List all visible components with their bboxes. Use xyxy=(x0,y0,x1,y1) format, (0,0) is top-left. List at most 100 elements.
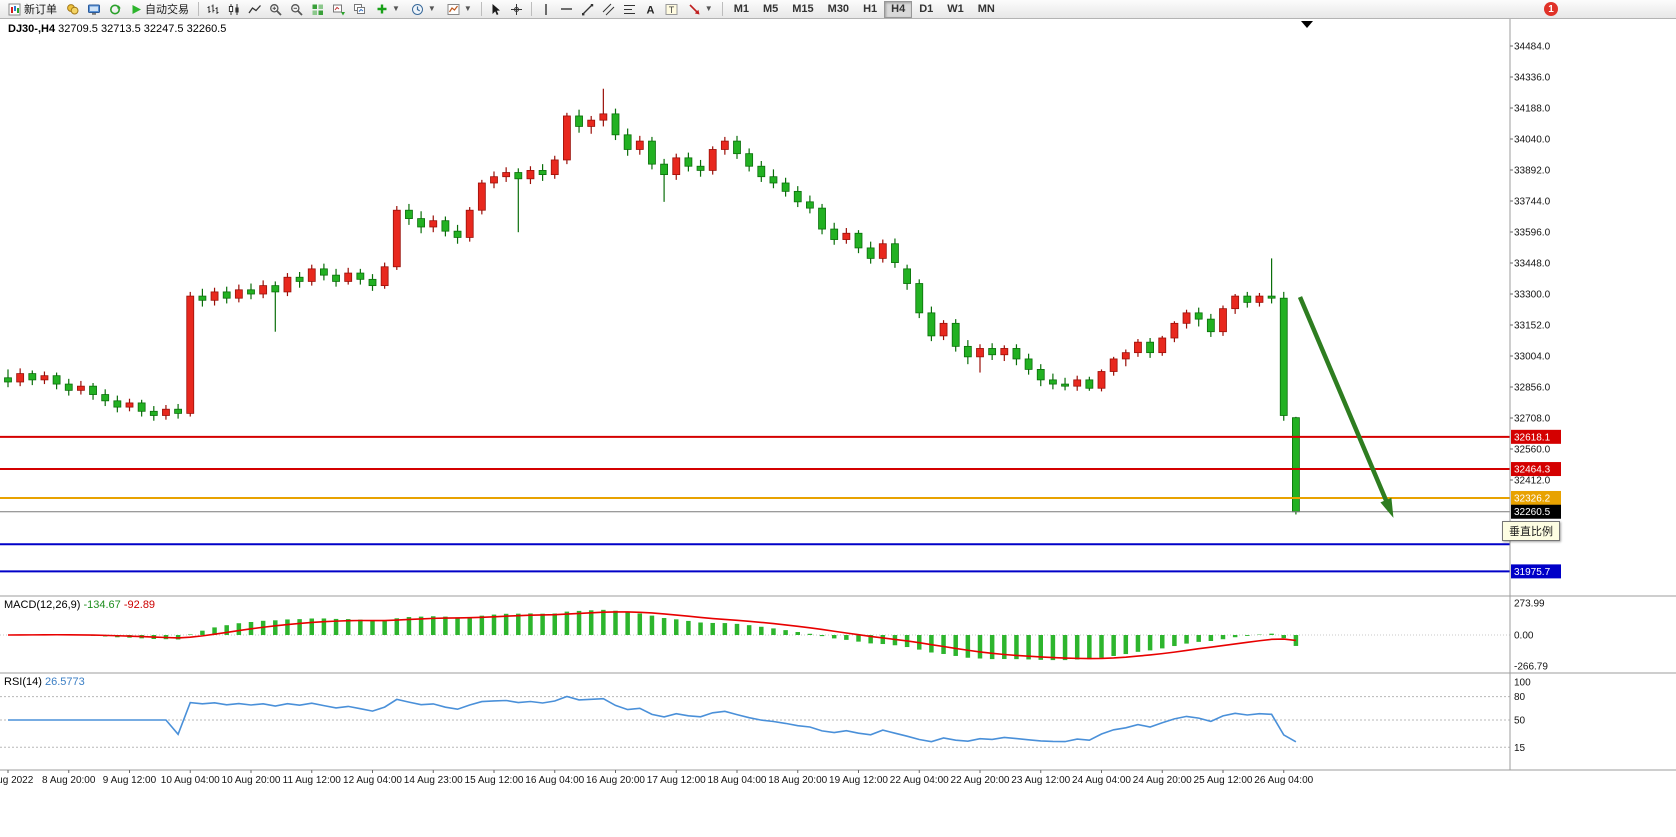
candle xyxy=(137,399,146,417)
candle xyxy=(1012,344,1021,366)
candle xyxy=(1292,416,1300,515)
candle-body xyxy=(1073,379,1082,387)
macd-signal-value: -92.89 xyxy=(123,599,156,611)
notification-badge[interactable]: 1 xyxy=(1544,2,1558,16)
svg-text:32326.2: 32326.2 xyxy=(1514,493,1551,504)
time-axis-label: 23 Aug 12:00 xyxy=(1011,775,1070,786)
candle xyxy=(1085,376,1094,391)
horizontal-line-icon[interactable] xyxy=(557,1,577,18)
time-axis-label: 18 Aug 20:00 xyxy=(768,775,827,786)
candle xyxy=(1267,258,1276,304)
shapes-button[interactable]: ▼ xyxy=(683,1,718,18)
candlestick-icon[interactable] xyxy=(224,1,244,18)
candle xyxy=(502,167,511,182)
time-axis-label: 22 Aug 04:00 xyxy=(890,775,949,786)
zoom-in-icon[interactable] xyxy=(266,1,286,18)
template-button[interactable]: ▼ xyxy=(442,1,477,18)
candle xyxy=(368,274,377,291)
timeframe-m1[interactable]: M1 xyxy=(733,3,749,15)
candle-body xyxy=(1061,383,1069,387)
candle-body xyxy=(830,228,839,240)
add-indicator-icon xyxy=(376,3,388,15)
channel-icon[interactable] xyxy=(599,1,619,18)
arrange-windows-icon[interactable] xyxy=(329,1,349,18)
candle xyxy=(40,371,49,385)
timeframe-h1[interactable]: H1 xyxy=(863,3,878,15)
candle xyxy=(976,344,984,373)
time-axis-label: 14 Aug 23:00 xyxy=(404,775,463,786)
cascade-windows-icon[interactable] xyxy=(350,1,370,18)
candle xyxy=(174,403,183,419)
auto-trading-button[interactable]: 自动交易 xyxy=(126,1,194,18)
period-button[interactable]: ▼ xyxy=(406,1,441,18)
timeframe-w1[interactable]: W1 xyxy=(947,3,964,15)
time-axis-label: 25 Aug 12:00 xyxy=(1194,775,1253,786)
candle xyxy=(1206,313,1215,337)
refresh-icon[interactable] xyxy=(105,1,125,18)
candle-body xyxy=(1219,308,1227,333)
fibonacci-icon[interactable] xyxy=(620,1,640,18)
timeframe-mn[interactable]: MN xyxy=(977,3,995,15)
candle xyxy=(1146,337,1154,358)
timeframe-m5[interactable]: M5 xyxy=(762,3,779,15)
timeframe-h4[interactable]: H4 xyxy=(884,0,913,18)
gold-icon[interactable] xyxy=(63,1,83,18)
rsi-line xyxy=(8,695,1297,743)
chart-shift-marker[interactable] xyxy=(1301,21,1313,28)
rsi-axis[interactable]: 100 80 50 15 xyxy=(1514,678,1531,754)
new-order-button[interactable]: 新订单 xyxy=(3,1,62,18)
candle-body xyxy=(854,232,863,249)
text-label-icon[interactable]: T xyxy=(662,1,682,18)
candle-body xyxy=(271,285,280,293)
candle-body xyxy=(490,176,498,184)
macd-axis-label: 273.99 xyxy=(1514,598,1545,609)
candle-body xyxy=(587,119,596,127)
candle-body xyxy=(392,209,401,268)
time-axis-label: 8 Aug 20:00 xyxy=(42,775,96,786)
candle xyxy=(575,109,583,133)
blue-icon[interactable] xyxy=(84,1,104,18)
crosshair-icon[interactable] xyxy=(507,1,527,18)
candle-body xyxy=(635,140,644,150)
svg-text:31975.7: 31975.7 xyxy=(1514,567,1551,578)
candle-body xyxy=(696,165,705,171)
time-axis[interactable]: 8 Aug 2022 8 Aug 20:00 9 Aug 12:00 10 Aug 0… xyxy=(0,770,1314,786)
candle-body xyxy=(1036,369,1045,381)
price-axis-label: 33744.0 xyxy=(1514,197,1551,208)
candle xyxy=(1170,321,1179,343)
bar-chart-icon[interactable] xyxy=(203,1,223,18)
candle xyxy=(514,168,523,233)
trendline-icon[interactable] xyxy=(578,1,598,18)
timeframe-d1[interactable]: D1 xyxy=(919,3,934,15)
text-icon[interactable]: A xyxy=(641,1,661,18)
macd-main-value: -134.67 xyxy=(83,599,121,611)
trend-arrow-annotation[interactable] xyxy=(1297,296,1394,518)
chevron-down-icon: ▼ xyxy=(704,4,713,13)
timeframe-m30[interactable]: M30 xyxy=(827,3,850,15)
candle-body xyxy=(951,322,960,347)
line-chart-icon[interactable] xyxy=(245,1,265,18)
zoom-out-icon[interactable] xyxy=(287,1,307,18)
candle-body xyxy=(550,159,559,176)
tile-windows-icon[interactable] xyxy=(308,1,328,18)
candle xyxy=(234,284,243,303)
candle-body xyxy=(40,375,49,381)
candle xyxy=(611,108,620,141)
cursor-icon[interactable] xyxy=(486,1,506,18)
vertical-line-icon[interactable] xyxy=(536,1,556,18)
candle-body xyxy=(963,345,972,358)
auto-trading-icon xyxy=(131,4,142,15)
symbol-name: DJ30-,H4 xyxy=(8,23,56,35)
price-axis[interactable]: 34484.0 34336.0 34188.0 34040.0 33892.0 33744… xyxy=(1510,42,1551,487)
chart-plot-area[interactable] xyxy=(0,19,1510,770)
timeframe-m15[interactable]: M15 xyxy=(792,3,814,15)
candle-body xyxy=(1231,295,1240,310)
macd-axis[interactable]: 273.99 0.00 -266.79 xyxy=(1514,598,1548,672)
price-axis-label: 33596.0 xyxy=(1514,228,1551,239)
candle xyxy=(477,179,486,215)
add-indicator-button[interactable]: ▼ xyxy=(371,1,405,18)
candle xyxy=(1109,356,1118,376)
candle-body xyxy=(1146,341,1154,354)
candle-body xyxy=(757,165,766,178)
